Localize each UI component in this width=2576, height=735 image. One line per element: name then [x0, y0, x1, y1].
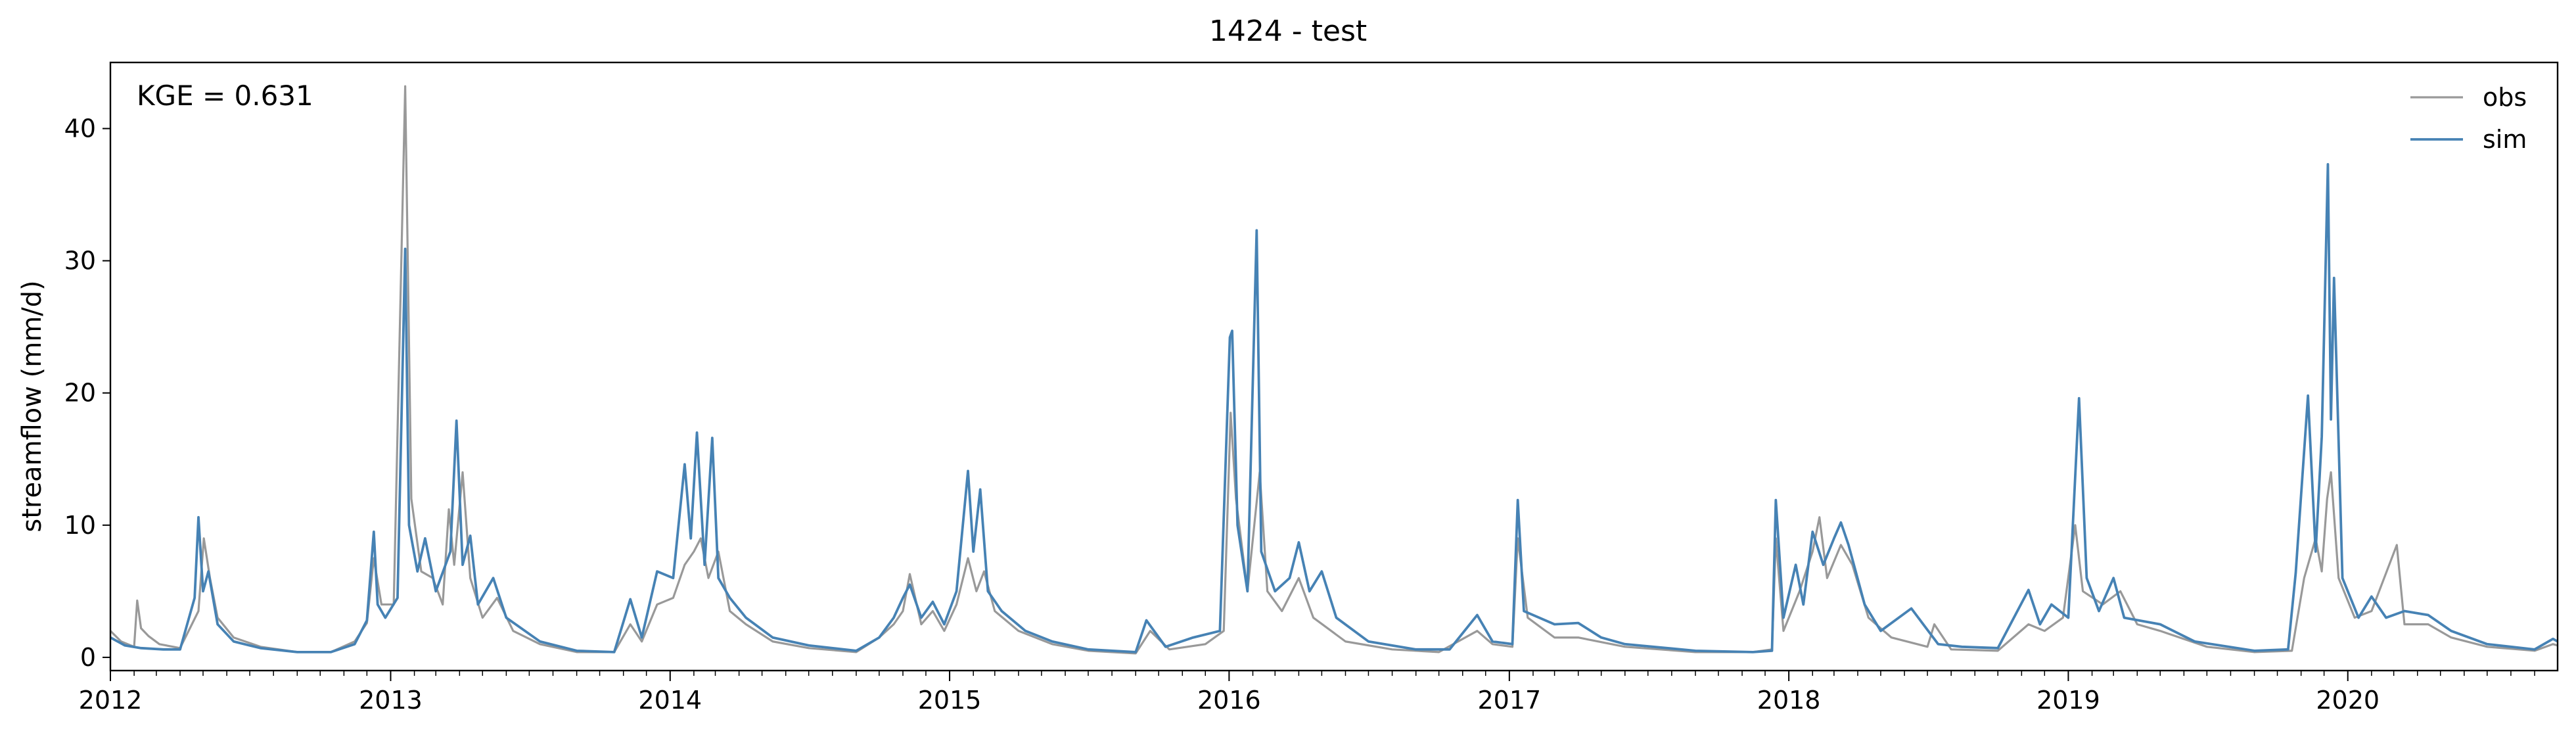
plot-frame [109, 61, 2559, 672]
series-line-sim [110, 162, 2558, 653]
x-tick-label-2014: 2014 [638, 686, 702, 715]
x-tick-label-2012: 2012 [79, 686, 143, 715]
legend-label-obs: obs [2483, 83, 2527, 112]
x-tick-label-2019: 2019 [2036, 686, 2100, 715]
series-layer [110, 85, 2558, 655]
y-tick-label-0: 0 [80, 643, 96, 672]
y-tick-label-40: 40 [64, 114, 96, 143]
plot-area: 0 10 20 30 40 2012 2013 2014 2015 2016 2017 2018 201… [64, 61, 2559, 715]
legend: obs sim [2410, 83, 2527, 154]
series-line-obs [110, 85, 2558, 655]
x-tick-label-2018: 2018 [1757, 686, 1821, 715]
x-tick-label-2013: 2013 [359, 686, 423, 715]
x-tick-label-2017: 2017 [1477, 686, 1541, 715]
x-tick-label-2020: 2020 [2316, 686, 2380, 715]
y-tick-label-10: 10 [64, 511, 96, 540]
y-tick-label-20: 20 [64, 379, 96, 408]
x-tick-label-2016: 2016 [1197, 686, 1261, 715]
y-tick-label-30: 30 [64, 247, 96, 275]
chart-title: 1424 - test [1209, 14, 1367, 48]
legend-label-sim: sim [2483, 125, 2527, 154]
kge-annotation: KGE = 0.631 [137, 80, 313, 112]
x-tick-label-2015: 2015 [918, 686, 982, 715]
y-axis-label: streamflow (mm/d) [17, 280, 47, 532]
